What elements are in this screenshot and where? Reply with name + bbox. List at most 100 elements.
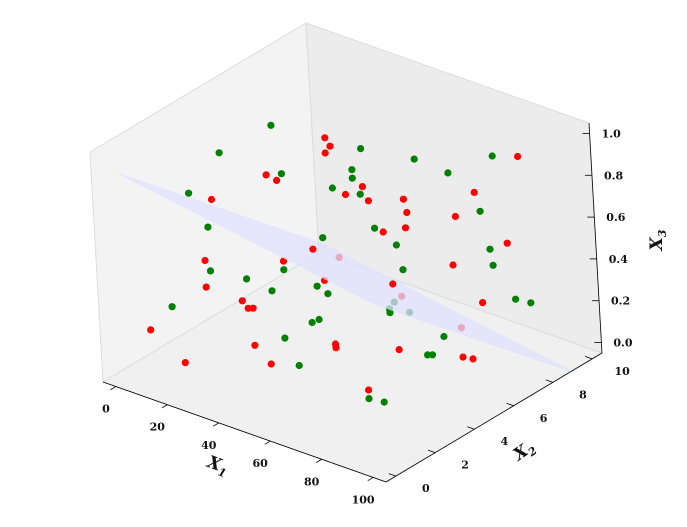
data-point-s1-11 xyxy=(399,266,407,274)
y-tick-label-3: 6 xyxy=(540,412,548,425)
data-point-s0-34 xyxy=(451,212,459,221)
data-point-s0-10 xyxy=(202,283,210,291)
data-point-s0-17 xyxy=(321,134,329,142)
data-point-s1-30 xyxy=(488,152,496,160)
data-point-s1-7 xyxy=(476,207,484,215)
data-point-s0-26 xyxy=(238,297,246,305)
z-axis-title-subscript: 3 xyxy=(656,229,669,237)
data-point-s0-23 xyxy=(389,280,397,288)
data-point-s0-29 xyxy=(364,197,372,205)
x-tick-label-2: 40 xyxy=(201,439,217,452)
data-point-s0-3 xyxy=(470,188,478,196)
data-point-s1-17 xyxy=(410,155,418,163)
data-point-s1-8 xyxy=(268,287,276,295)
data-point-s0-4 xyxy=(503,239,511,247)
x-tick-3 xyxy=(264,440,271,445)
data-point-s1-26 xyxy=(357,145,365,153)
data-point-s1-36 xyxy=(204,223,212,231)
data-point-s1-21 xyxy=(428,351,437,359)
data-point-s0-14 xyxy=(201,256,209,265)
data-point-s0-2 xyxy=(326,142,334,150)
data-point-s1-14 xyxy=(308,318,316,327)
z-axis-title: X3 xyxy=(647,229,669,251)
data-point-s1-25 xyxy=(168,303,176,311)
scatter-points xyxy=(113,121,581,406)
x-tick-0 xyxy=(110,386,117,391)
y-tick-0 xyxy=(388,473,396,477)
z-tick-label-2: 0.4 xyxy=(609,253,628,266)
data-point-s0-38 xyxy=(321,149,329,157)
y-tick-label-2: 4 xyxy=(501,435,509,448)
data-point-s0-6 xyxy=(279,257,288,265)
y-tick-4 xyxy=(545,379,554,383)
plane-surface xyxy=(113,171,581,376)
data-point-s1-4 xyxy=(348,174,356,182)
data-point-s1-33 xyxy=(277,170,285,178)
data-point-s1-31 xyxy=(328,184,336,192)
data-point-s0-0 xyxy=(147,326,155,334)
x-tick-label-0: 0 xyxy=(102,403,110,416)
data-point-s1-20 xyxy=(281,334,289,342)
y-tick-label-5: 10 xyxy=(615,365,631,378)
x-tick-5 xyxy=(367,477,374,482)
x-tick-label-4: 80 xyxy=(304,475,320,488)
data-point-s1-37 xyxy=(489,261,497,269)
axes xyxy=(102,122,603,483)
z-tick-label-1: 0.2 xyxy=(611,295,630,308)
data-point-s1-16 xyxy=(319,234,327,242)
z-tick-label-0: 0.0 xyxy=(613,337,632,350)
data-point-s0-33 xyxy=(207,195,216,204)
x-tick-4 xyxy=(316,458,322,463)
data-point-s1-27 xyxy=(380,398,388,406)
data-point-s1-29 xyxy=(348,166,356,174)
x-tick-1 xyxy=(161,404,168,409)
y-tick-2 xyxy=(467,426,475,430)
data-point-s1-10 xyxy=(356,190,364,198)
x-tick-2 xyxy=(213,422,219,427)
y-tick-5 xyxy=(584,355,593,360)
data-point-s0-8 xyxy=(395,346,403,354)
data-point-s0-35 xyxy=(251,341,259,349)
data-point-s1-13 xyxy=(185,189,193,197)
y-tick-1 xyxy=(427,449,436,454)
x-tick-label-5: 100 xyxy=(352,494,375,507)
data-point-s0-19 xyxy=(379,228,387,236)
y-tick-label-4: 8 xyxy=(579,388,587,401)
axis-panes xyxy=(89,22,604,483)
data-point-s1-3 xyxy=(295,361,303,370)
data-point-s0-30 xyxy=(365,386,373,394)
x-tick-label-3: 60 xyxy=(253,457,269,470)
data-point-s0-22 xyxy=(358,183,366,191)
data-point-s0-1 xyxy=(181,359,189,367)
data-point-s0-37 xyxy=(459,353,467,361)
data-point-s1-41 xyxy=(511,295,520,303)
data-point-s1-34 xyxy=(371,224,379,232)
data-point-s1-6 xyxy=(486,245,494,253)
data-point-s0-27 xyxy=(399,195,407,203)
data-point-s1-0 xyxy=(365,395,373,403)
data-point-s1-9 xyxy=(206,267,215,275)
x-axis-line xyxy=(102,381,387,483)
x-tick-label-1: 20 xyxy=(150,421,166,434)
data-point-s0-9 xyxy=(401,224,410,232)
data-point-s0-16 xyxy=(514,152,522,161)
data-point-s1-1 xyxy=(440,332,448,341)
data-point-s0-24 xyxy=(249,304,257,312)
data-point-s1-19 xyxy=(267,121,275,129)
x-axis-title-subscript: 1 xyxy=(216,465,228,480)
data-point-s1-23 xyxy=(280,266,288,274)
z-axis-line xyxy=(588,122,603,354)
x-axis-title: X1 xyxy=(203,452,231,480)
y-axis-title: X2 xyxy=(509,437,540,468)
data-point-s0-25 xyxy=(449,261,457,269)
data-point-s1-28 xyxy=(324,290,332,298)
data-point-s1-5 xyxy=(243,275,251,283)
y-axis-line xyxy=(385,352,603,483)
data-point-s1-39 xyxy=(215,149,223,157)
y-tick-label-0: 0 xyxy=(422,482,430,495)
data-point-s0-21 xyxy=(262,171,270,179)
data-point-s0-11 xyxy=(403,208,411,217)
data-point-s0-31 xyxy=(341,190,350,199)
data-point-s0-36 xyxy=(273,176,281,184)
